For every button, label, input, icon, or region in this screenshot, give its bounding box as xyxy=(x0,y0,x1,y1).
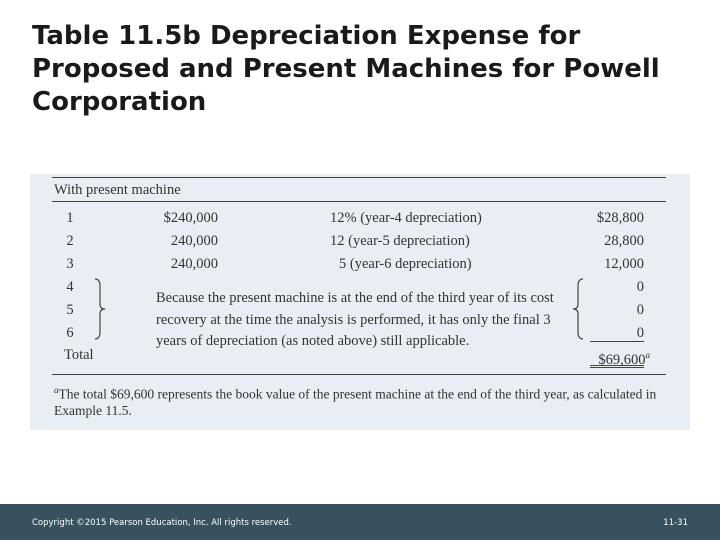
right-brace-icon xyxy=(572,278,584,340)
copyright-text: Copyright ©2015 Pearson Education, Inc. … xyxy=(32,518,292,528)
total-value: $69,600a xyxy=(560,346,650,369)
subtotal-rule xyxy=(590,341,644,342)
depreciation-cell: 0 xyxy=(636,279,644,295)
year-cell: 6 xyxy=(66,325,74,341)
total-double-rule-bottom xyxy=(590,367,644,368)
year-cell: 5 xyxy=(66,302,74,318)
depreciation-cell: 12,000 xyxy=(604,256,644,272)
header-rule xyxy=(52,201,666,202)
section-header: With present machine xyxy=(54,182,181,198)
footer-bar: Copyright ©2015 Pearson Education, Inc. … xyxy=(0,504,720,540)
note-text: Because the present machine is at the en… xyxy=(156,290,554,349)
footnote-text: The total $69,600 represents the book va… xyxy=(54,386,657,418)
percent-cell: 12 (year-5 depreciation) xyxy=(330,233,470,249)
table-footnote: aThe total $69,600 represents the book v… xyxy=(54,382,664,419)
depreciation-cell: 28,800 xyxy=(604,233,644,249)
depreciation-cell: $28,800 xyxy=(596,210,644,226)
percent-cell: 5 (year-6 depreciation) xyxy=(339,256,472,272)
left-brace-icon xyxy=(94,278,106,340)
top-rule xyxy=(52,177,666,178)
page-number: 11-31 xyxy=(663,518,688,528)
bottom-rule xyxy=(52,374,666,375)
amount-cell: 240,000 xyxy=(170,256,218,272)
percent-cell: 12% (year-4 depreciation) xyxy=(330,210,482,226)
slide-title: Table 11.5b Depreciation Expense for Pro… xyxy=(32,21,660,117)
total-double-rule-top xyxy=(590,365,644,366)
total-label: Total xyxy=(64,347,94,363)
year-cell: 4 xyxy=(66,279,74,295)
amount-cell: $240,000 xyxy=(163,210,218,226)
total-footnote-marker: a xyxy=(645,350,651,360)
total-amount: $69,600 xyxy=(598,351,646,368)
amount-cell: 240,000 xyxy=(170,233,218,249)
depreciation-cell: 0 xyxy=(636,302,644,318)
year-cell: 1 xyxy=(66,210,74,226)
depreciation-table: With present machine 1 $240,000 12% (yea… xyxy=(30,174,690,430)
year-cell: 2 xyxy=(66,233,74,249)
year-cell: 3 xyxy=(66,256,74,272)
depreciation-cell: 0 xyxy=(636,325,644,341)
footnote-marker: a xyxy=(54,385,59,395)
